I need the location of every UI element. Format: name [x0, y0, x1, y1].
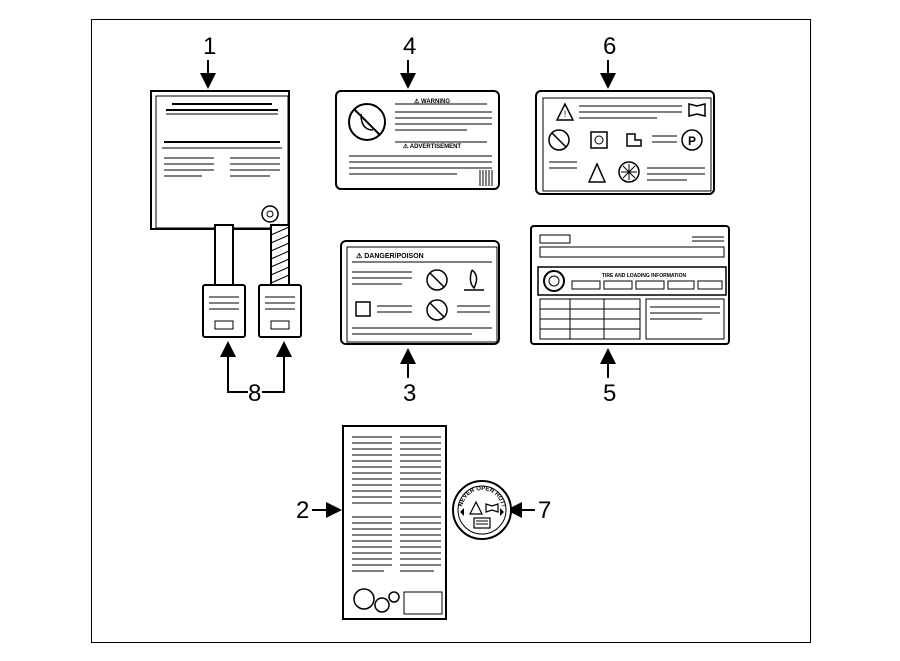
label-4-content: ⚠ WARNING ⚠ ADVERTISEMENT — [337, 92, 502, 192]
label-7-cap: NEVER OPEN HOT! — [450, 478, 520, 548]
label-1-content — [152, 92, 292, 232]
label-8-keytags — [195, 225, 310, 345]
label-6-content: ! P — [537, 92, 717, 197]
svg-text:P: P — [688, 134, 696, 148]
svg-text:⚠ ADVERTISEMENT: ⚠ ADVERTISEMENT — [403, 143, 461, 150]
label-3-content: ⚠ DANGER/POISON — [342, 242, 502, 347]
label-3-danger: ⚠ DANGER/POISON — [340, 240, 500, 345]
label-2-ac — [342, 425, 447, 620]
label-5-content: TIRE AND LOADING INFORMATION — [532, 227, 732, 347]
label-6-symbols: ! P — [535, 90, 715, 195]
svg-text:TIRE AND LOADING INFORMATION: TIRE AND LOADING INFORMATION — [602, 273, 687, 279]
svg-text:!: ! — [564, 109, 567, 119]
label-5-tire: TIRE AND LOADING INFORMATION — [530, 225, 730, 345]
label-2-content — [344, 427, 449, 622]
label-4-warning: ⚠ WARNING ⚠ ADVERTISEMENT — [335, 90, 500, 190]
svg-text:⚠ WARNING: ⚠ WARNING — [414, 98, 450, 105]
svg-text:⚠ DANGER/POISON: ⚠ DANGER/POISON — [356, 252, 424, 260]
label-1-onstar — [150, 90, 290, 230]
